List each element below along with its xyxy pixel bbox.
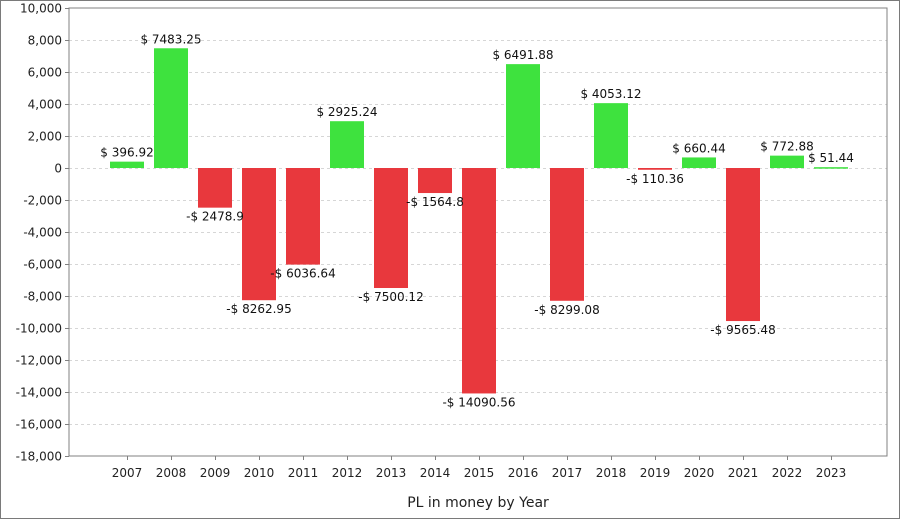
x-axis-title: PL in money by Year: [407, 495, 549, 511]
bar-2018: [594, 103, 628, 168]
bar-2022: [770, 155, 804, 168]
y-tick-label: -14,000: [16, 386, 62, 400]
data-label-2021: -$ 9565.48: [710, 323, 775, 337]
data-label-2010: -$ 8262.95: [226, 302, 291, 316]
x-tick-label: 2018: [596, 466, 627, 480]
bar-2015: [462, 168, 496, 394]
data-label-2018: $ 4053.12: [580, 87, 641, 101]
data-label-2015: -$ 14090.56: [442, 395, 515, 409]
bar-2016: [506, 64, 540, 168]
bar-2014: [418, 168, 452, 194]
x-tick-label: 2011: [288, 466, 319, 480]
data-label-2022: $ 772.88: [760, 140, 813, 154]
x-tick-label: 2020: [684, 466, 715, 480]
x-tick-label: 2023: [816, 466, 847, 480]
data-labels: $ 396.92 $ 7483.25 -$ 2478.9 -$ 8262.95 -$ 6…: [100, 32, 854, 409]
bar-2008: [154, 48, 188, 168]
data-label-2012: $ 2925.24: [316, 105, 377, 119]
bar-2019: [638, 168, 672, 170]
bars: [110, 48, 848, 394]
data-label-2016: $ 6491.88: [492, 48, 553, 62]
bar-2007: [110, 161, 144, 168]
x-tick-label: 2008: [156, 466, 187, 480]
x-tick-label: 2016: [508, 466, 539, 480]
y-tick-label: -8,000: [23, 290, 62, 304]
x-tick-label: 2010: [244, 466, 275, 480]
y-tick-label: -2,000: [23, 194, 62, 208]
bar-2012: [330, 121, 364, 168]
x-tick-label: 2007: [112, 466, 143, 480]
x-tick-label: 2022: [772, 466, 803, 480]
data-label-2020: $ 660.44: [672, 141, 725, 155]
y-tick-label: 0: [54, 162, 62, 176]
data-label-2011: -$ 6036.64: [270, 267, 335, 281]
data-label-2013: -$ 7500.12: [358, 290, 423, 304]
x-tick-label: 2013: [376, 466, 407, 480]
y-tick-label: 8,000: [28, 34, 62, 48]
x-tick-label: 2017: [552, 466, 583, 480]
data-label-2007: $ 396.92: [100, 146, 153, 160]
bar-2020: [682, 157, 716, 168]
bar-2010: [242, 168, 276, 301]
data-label-2014: -$ 1564.8: [406, 195, 464, 209]
y-tick-label: -6,000: [23, 258, 62, 272]
x-tick-label: 2021: [728, 466, 759, 480]
x-tick-label: 2009: [200, 466, 231, 480]
y-tick-label: -4,000: [23, 226, 62, 240]
y-tick-label: 6,000: [28, 66, 62, 80]
y-tick-label: -10,000: [16, 322, 62, 336]
data-label-2017: -$ 8299.08: [534, 303, 599, 317]
data-label-2008: $ 7483.25: [140, 32, 201, 46]
bar-2023: [814, 167, 848, 169]
y-tick-label: -18,000: [16, 450, 62, 464]
y-tick-label: -16,000: [16, 418, 62, 432]
y-tick-label: -12,000: [16, 354, 62, 368]
data-label-2019: -$ 110.36: [626, 172, 684, 186]
x-tick-label: 2019: [640, 466, 671, 480]
bar-2013: [374, 168, 408, 289]
bar-2009: [198, 168, 232, 208]
y-tick-label: 4,000: [28, 98, 62, 112]
data-label-2023: $ 51.44: [808, 151, 854, 165]
axes: 10,000 8,000 6,000 4,000 2,000 0 -2,000 -4,000 -…: [16, 2, 888, 480]
y-tick-label: 2,000: [28, 130, 62, 144]
x-tick-label: 2012: [332, 466, 363, 480]
bar-2011: [286, 168, 320, 265]
data-label-2009: -$ 2478.9: [186, 210, 244, 224]
bar-2021: [726, 168, 760, 322]
y-tick-label: 10,000: [20, 2, 62, 16]
x-tick-label: 2015: [464, 466, 495, 480]
x-tick-label: 2014: [420, 466, 451, 480]
bar-2017: [550, 168, 584, 301]
